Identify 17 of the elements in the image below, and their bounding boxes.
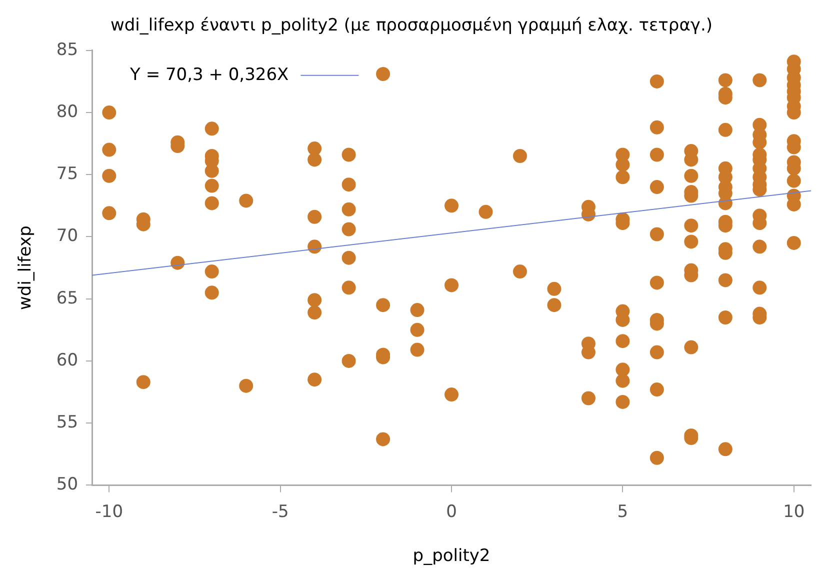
- y-tick-label: 85: [56, 40, 78, 60]
- y-tick-label: 60: [56, 350, 78, 370]
- x-tick-label: -5: [272, 502, 289, 522]
- y-tick-label: 55: [56, 412, 78, 433]
- x-tick-label: 5: [617, 502, 628, 522]
- y-axis-title: wdi_lifexp: [16, 226, 36, 310]
- y-tick-label: 65: [56, 288, 78, 308]
- x-tick-label: -10: [95, 502, 124, 522]
- chart-title: wdi_lifexp έναντι p_polity2 (με προσαρμοσμένη γραμμή ελαχ. τετραγ.): [110, 16, 713, 36]
- y-tick-label: 80: [56, 102, 78, 122]
- x-tick-label: 0: [446, 502, 457, 522]
- x-axis-title: p_polity2: [412, 546, 490, 566]
- y-tick-label: 70: [56, 226, 78, 246]
- y-tick-label: 50: [56, 474, 78, 495]
- x-tick-label: 10: [783, 502, 805, 522]
- legend-label: Y = 70,3 + 0,326X: [129, 64, 290, 85]
- y-tick-label: 75: [56, 164, 78, 184]
